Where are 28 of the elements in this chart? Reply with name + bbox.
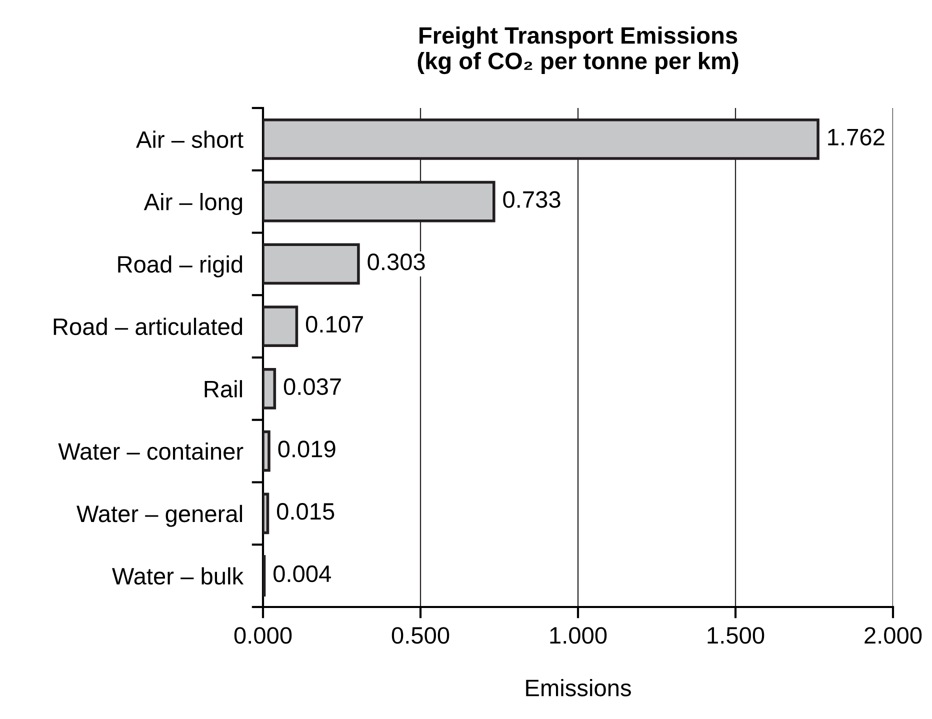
x-tick-label: 1.000 xyxy=(550,627,607,644)
y-tick-label: Air – short xyxy=(136,130,244,148)
data-label: 0.107 xyxy=(306,316,363,333)
x-tick-label: 2.000 xyxy=(864,627,922,644)
data-label: 0.004 xyxy=(274,565,331,582)
x-tick-label: 0.500 xyxy=(392,627,450,644)
data-label: 0.733 xyxy=(503,191,560,208)
bar xyxy=(263,430,270,472)
x-axis-title: Emissions xyxy=(526,679,631,696)
data-label: 0.019 xyxy=(278,440,336,458)
y-tick-label: Rail xyxy=(204,380,242,398)
chart-title: Freight Transport Emissions (kg of CO₂ per tonne per km) xyxy=(418,26,738,74)
y-tick-label: Road – rigid xyxy=(118,255,242,278)
y-tick-label: Road – articulated xyxy=(54,318,242,336)
y-tick-label: Water – container xyxy=(58,442,244,460)
data-label: 0.037 xyxy=(284,378,341,396)
x-tick-label: 0.000 xyxy=(234,627,292,644)
bar xyxy=(263,368,276,410)
data-label: 0.303 xyxy=(368,254,425,270)
x-tick-label: 1.500 xyxy=(708,627,764,644)
y-tick-label: Water – general xyxy=(76,504,242,527)
bar xyxy=(263,306,298,348)
data-label: 1.762 xyxy=(828,128,884,146)
bar xyxy=(263,243,360,285)
data-label: 0.015 xyxy=(276,503,334,520)
bar xyxy=(263,492,270,534)
y-tick-label: Water – bulk xyxy=(112,567,244,585)
y-tick-label: Air – long xyxy=(144,193,242,216)
